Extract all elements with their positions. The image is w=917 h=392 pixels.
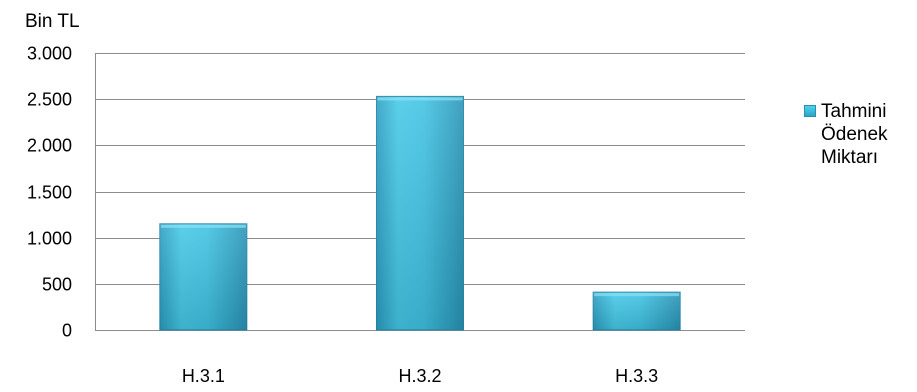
legend-label-line-3: Miktarı [821,147,878,168]
legend-label: Tahmini Ödenek Miktarı [821,100,888,169]
x-tick-label: H.3.1 [182,366,225,386]
bar-shade [593,292,681,330]
legend-label-line-1: Tahmini [821,101,887,122]
bar-H.3.3 [592,291,681,331]
bar-shade [159,223,247,330]
legend-label-line-2: Ödenek [821,124,888,145]
bars [159,95,681,331]
y-tick-labels: 0 500 1.000 1.500 2.000 2.500 3.000 [27,44,72,341]
bar-H.3.2 [376,95,464,331]
y-tick-label: 1.500 [27,183,72,203]
legend-swatch [804,105,816,117]
y-tick-label: 0 [62,321,72,341]
x-tick-label: H.3.3 [615,366,658,386]
x-tick-label: H.3.2 [398,366,441,386]
y-unit-label: Bin TL [25,11,80,32]
y-tick-label: 500 [42,275,72,295]
y-tick-label: 3.000 [27,44,72,64]
y-tick-label: 1.000 [27,229,72,249]
y-tick-label: 2.000 [27,136,72,156]
y-tick-label: 2.500 [27,90,72,110]
bar-H.3.1 [159,223,248,331]
bar-shade [376,96,464,330]
x-tick-labels: H.3.1 H.3.2 H.3.3 [182,366,658,386]
